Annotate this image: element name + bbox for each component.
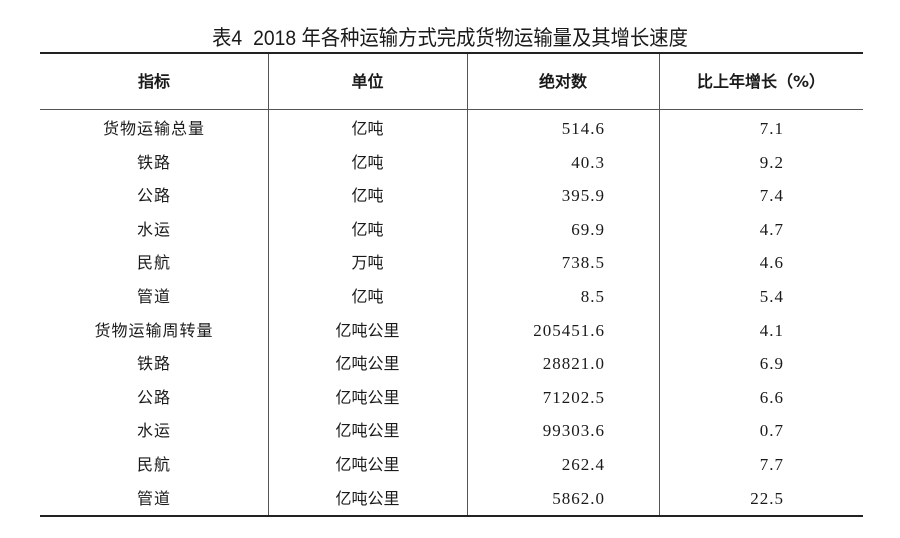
table-row: 公路 亿吨公里 71202.5 6.6: [40, 381, 863, 415]
cell-indicator: 铁路: [136, 152, 171, 172]
cell-unit: 亿吨: [351, 152, 384, 172]
cell-growth: 4.1: [759, 320, 784, 340]
table-row: 铁路 亿吨公里 28821.0 6.9: [40, 347, 863, 381]
cell-growth: 4.6: [759, 253, 784, 273]
cell-indicator: 公路: [136, 186, 171, 206]
table-title: 表4 2018 年各种运输方式完成货物运输量及其增长速度: [36, 22, 864, 52]
cell-unit: 亿吨公里: [335, 488, 400, 508]
cell-unit: 亿吨: [351, 119, 384, 138]
cell-indicator: 管道: [136, 287, 171, 306]
table-row: 铁路 亿吨 40.3 9.2: [40, 146, 863, 180]
table-number: 表4: [212, 27, 243, 50]
freight-table: 指标 单位 绝对数 比上年增长（%） 货物运输总量 亿吨 514.6 7.1 铁路 亿吨 4…: [40, 52, 863, 517]
column-divider: [467, 54, 468, 515]
table-row: 水运 亿吨公里 99303.6 0.7: [40, 414, 863, 448]
table-row: 货物运输周转量 亿吨公里 205451.6 4.1: [40, 314, 863, 348]
cell-absolute: 395.9: [561, 186, 605, 206]
table-row: 货物运输总量 亿吨 514.6 7.1: [40, 112, 863, 146]
cell-unit: 亿吨公里: [335, 320, 400, 340]
table-row: 民航 万吨 738.5 4.6: [40, 246, 863, 280]
cell-unit: 亿吨公里: [335, 455, 400, 474]
header-growth: 比上年增长（%）: [696, 72, 826, 91]
cell-growth: 22.5: [750, 488, 784, 508]
table-header: 指标 单位 绝对数 比上年增长（%）: [40, 54, 863, 110]
cell-unit: 亿吨公里: [335, 421, 400, 441]
cell-unit: 亿吨: [351, 219, 384, 239]
cell-absolute: 28821.0: [542, 354, 605, 374]
cell-growth: 0.7: [759, 421, 784, 441]
cell-unit: 万吨: [351, 253, 384, 273]
cell-indicator: 货物运输周转量: [94, 320, 214, 340]
cell-growth: 7.1: [759, 119, 784, 138]
cell-unit: 亿吨: [351, 186, 384, 206]
cell-indicator: 水运: [136, 219, 171, 239]
table-row: 管道 亿吨公里 5862.0 22.5: [40, 482, 863, 516]
cell-growth: 7.7: [759, 455, 784, 474]
cell-absolute: 69.9: [571, 219, 605, 239]
column-divider: [659, 54, 660, 515]
cell-unit: 亿吨公里: [335, 354, 400, 374]
cell-indicator: 水运: [136, 421, 171, 441]
table-row: 水运 亿吨 69.9 4.7: [40, 213, 863, 247]
cell-growth: 6.6: [759, 387, 784, 407]
cell-growth: 4.7: [759, 219, 784, 239]
cell-absolute: 262.4: [561, 455, 605, 474]
cell-absolute: 5862.0: [552, 488, 605, 508]
cell-growth: 9.2: [759, 152, 784, 172]
header-unit: 单位: [351, 72, 384, 91]
cell-indicator: 民航: [136, 455, 171, 474]
cell-indicator: 民航: [136, 253, 171, 273]
cell-absolute: 99303.6: [542, 421, 605, 441]
cell-absolute: 205451.6: [533, 320, 605, 340]
cell-indicator: 铁路: [136, 354, 171, 374]
table-row: 民航 亿吨公里 262.4 7.7: [40, 448, 863, 482]
cell-absolute: 514.6: [561, 119, 605, 138]
cell-absolute: 738.5: [561, 253, 605, 273]
cell-indicator: 公路: [136, 387, 171, 407]
column-divider: [268, 54, 269, 515]
cell-absolute: 8.5: [580, 287, 605, 306]
table-row: 管道 亿吨 8.5 5.4: [40, 280, 863, 314]
cell-absolute: 40.3: [571, 152, 605, 172]
cell-unit: 亿吨: [351, 287, 384, 306]
cell-indicator: 管道: [136, 488, 171, 508]
cell-absolute: 71202.5: [542, 387, 605, 407]
header-indicator: 指标: [137, 72, 170, 91]
table-caption: 2018 年各种运输方式完成货物运输量及其增长速度: [253, 27, 688, 50]
cell-unit: 亿吨公里: [335, 387, 400, 407]
table-row: 公路 亿吨 395.9 7.4: [40, 179, 863, 213]
cell-growth: 5.4: [759, 287, 784, 306]
cell-indicator: 货物运输总量: [102, 119, 205, 138]
cell-growth: 7.4: [759, 186, 784, 206]
cell-growth: 6.9: [759, 354, 784, 374]
header-absolute: 绝对数: [538, 72, 587, 91]
